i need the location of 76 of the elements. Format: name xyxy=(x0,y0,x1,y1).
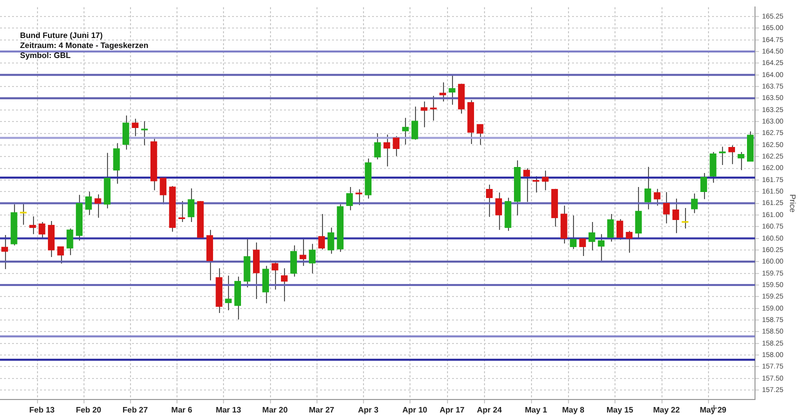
candlestick xyxy=(495,192,502,230)
candlestick xyxy=(300,238,306,266)
candlestick xyxy=(710,151,716,184)
candlestick xyxy=(356,188,362,206)
candlestick xyxy=(57,246,64,264)
candlestick xyxy=(94,194,102,218)
x-tick-label: May 1 xyxy=(524,405,548,414)
annotation: Symbol: GBL xyxy=(20,51,72,61)
candlestick xyxy=(635,186,642,239)
candlestick xyxy=(476,124,484,146)
candlestick xyxy=(122,115,130,150)
candlestick xyxy=(682,207,688,230)
candlestick xyxy=(328,227,334,254)
candlestick xyxy=(188,188,194,222)
candlestick xyxy=(663,192,670,224)
candlestick xyxy=(598,234,605,262)
candlestick xyxy=(308,243,316,274)
candlestick xyxy=(318,214,325,250)
candlestick xyxy=(570,214,577,250)
candlestick xyxy=(700,172,708,200)
candlestick xyxy=(346,186,353,211)
candlestick xyxy=(280,268,288,302)
candlestick xyxy=(392,136,400,157)
candlestick xyxy=(486,184,493,218)
candlestick xyxy=(672,198,680,234)
candlestick xyxy=(1,234,8,270)
candlestick xyxy=(579,238,586,257)
candlestick xyxy=(448,73,456,106)
candlestick xyxy=(532,176,540,194)
candlestick xyxy=(160,178,166,205)
candlestick xyxy=(113,142,120,184)
candlestick xyxy=(38,221,46,239)
candlestick xyxy=(607,214,614,242)
candlestick xyxy=(691,192,698,214)
x-tick-label: Mar 20 xyxy=(262,405,288,414)
x-tick-label: Feb 27 xyxy=(122,405,148,414)
candlestick xyxy=(626,230,632,254)
candlestick xyxy=(523,168,530,202)
x-tick-label: Mar 6 xyxy=(171,405,193,414)
x-tick-label: May 8 xyxy=(562,405,585,414)
candlestick xyxy=(290,244,297,278)
x-tick-label: May 29 xyxy=(700,405,727,414)
candlestick xyxy=(654,188,660,206)
x-tick-label: Apr 3 xyxy=(358,405,379,414)
candlestick xyxy=(411,106,418,140)
candlestick xyxy=(542,170,549,191)
candlestick xyxy=(252,242,260,300)
x-tick-label: Feb 13 xyxy=(29,405,56,414)
candlestick xyxy=(225,275,232,311)
x-tick-label: Feb 20 xyxy=(76,405,102,414)
candlestick xyxy=(738,151,744,171)
candlestick xyxy=(728,144,736,165)
candlestick xyxy=(374,132,381,160)
candlestick xyxy=(141,120,148,146)
x-tick-label: May 15 xyxy=(606,405,634,414)
text: Bund Future (Juni 17) xyxy=(20,31,104,41)
candlestick xyxy=(85,191,92,216)
candlestick xyxy=(29,216,36,235)
candlestick xyxy=(588,221,596,251)
candlestick xyxy=(644,166,652,210)
candlestick xyxy=(402,117,409,145)
x-tick-label: Apr 17 xyxy=(440,405,466,414)
candlestick xyxy=(272,262,278,290)
text: Zeitraum: 4 Monate - Tageskerzen xyxy=(20,41,148,51)
candlestick xyxy=(262,265,269,304)
candlestick xyxy=(66,228,74,256)
x-tick-label: Mar 27 xyxy=(308,405,335,414)
candlestick xyxy=(430,95,437,122)
x-tick-label: Mar 13 xyxy=(216,405,242,414)
x-tick-label: Apr 24 xyxy=(476,405,502,414)
x-tick-label: Apr 10 xyxy=(402,405,428,414)
x-tick-label: May 22 xyxy=(653,405,680,414)
candlestick xyxy=(439,82,446,102)
candlestick xyxy=(383,134,390,167)
candlestick xyxy=(132,118,138,137)
y-axis-title: Price xyxy=(788,194,797,213)
